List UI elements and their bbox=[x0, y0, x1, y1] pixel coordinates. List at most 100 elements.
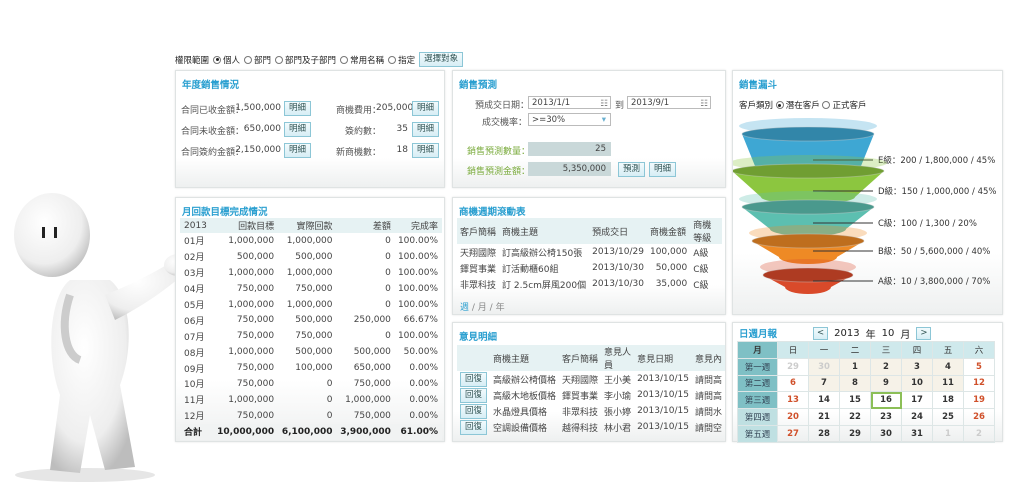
day-cell[interactable]: 20 bbox=[777, 408, 809, 426]
total-row: 合計 10,000,000 6,100,000 3,900,000 61.00% bbox=[180, 423, 442, 440]
day-cell[interactable]: 2 bbox=[870, 357, 902, 376]
table-cell: 0 bbox=[385, 283, 391, 294]
day-cell[interactable]: 10 bbox=[901, 374, 933, 393]
day-cell[interactable]: 18 bbox=[932, 391, 964, 410]
day-cell[interactable]: 12 bbox=[963, 374, 995, 393]
detail-button[interactable]: 明細 bbox=[284, 101, 312, 116]
week-label[interactable]: 第五週 bbox=[737, 424, 778, 443]
day-cell[interactable]: 23 bbox=[870, 408, 902, 426]
total-cell: 合計 bbox=[180, 423, 213, 440]
day-cell[interactable]: 21 bbox=[808, 408, 840, 426]
day-cell[interactable]: 25 bbox=[932, 408, 964, 426]
amount-label: 銷售預測金額： bbox=[467, 167, 531, 177]
day-cell[interactable]: 13 bbox=[777, 391, 809, 410]
day-cell[interactable]: 28 bbox=[808, 424, 840, 443]
tab-year[interactable]: 年 bbox=[495, 303, 505, 313]
table-cell: 100.00% bbox=[397, 331, 438, 342]
day-cell[interactable]: 7 bbox=[808, 374, 840, 393]
table-cell: 10月 bbox=[184, 380, 205, 391]
monthly-table: 2013 回款目標 實際回款 差額 完成率 01月 1,000,000 1,000,000 0 1… bbox=[180, 218, 442, 440]
day-cell[interactable]: 27 bbox=[777, 424, 809, 443]
table-cell: 750,000 bbox=[295, 331, 333, 342]
detail-button[interactable]: 明細 bbox=[284, 143, 312, 158]
tab-week[interactable]: 週 bbox=[460, 303, 470, 313]
day-cell[interactable]: 2 bbox=[963, 424, 995, 443]
week-label[interactable]: 第四週 bbox=[737, 408, 778, 426]
column-header: 2013 bbox=[180, 218, 213, 233]
detail-button[interactable]: 明細 bbox=[412, 122, 440, 137]
scope-option-common[interactable]: 常用名稱 bbox=[340, 54, 384, 66]
opinion-table: 商機主題 客戶簡稱 意見人員 意見日期 意見內 回復 高級辦公椅價格 天翔國際 王小美 2013/… bbox=[457, 345, 725, 435]
day-cell[interactable]: 22 bbox=[839, 408, 871, 426]
detail-button[interactable]: 明細 bbox=[649, 162, 677, 177]
day-cell[interactable]: 17 bbox=[901, 391, 933, 410]
reply-button[interactable]: 回復 bbox=[460, 387, 488, 403]
day-cell[interactable]: 8 bbox=[839, 374, 871, 393]
detail-button[interactable]: 明細 bbox=[284, 122, 312, 137]
table-cell: 2013/10/15 bbox=[637, 406, 689, 416]
table-row: 06月 750,000 500,000 250,000 66.67% bbox=[180, 312, 442, 328]
week-label[interactable]: 第三週 bbox=[737, 391, 778, 410]
date-to-input[interactable]: 2013/9/1 ☷ bbox=[627, 96, 711, 109]
table-cell: 500,000 bbox=[353, 347, 391, 358]
day-cell[interactable]: 26 bbox=[963, 408, 995, 426]
predict-button[interactable]: 預測 bbox=[618, 162, 646, 177]
scope-option-personal[interactable]: 個人 bbox=[213, 54, 240, 66]
scope-option-specify[interactable]: 指定 bbox=[388, 54, 415, 66]
weekday-header-row: 月日一二三四五六 bbox=[737, 341, 995, 359]
day-cell[interactable]: 16 bbox=[870, 391, 902, 410]
reply-button[interactable]: 回復 bbox=[460, 371, 488, 387]
day-cell[interactable]: 9 bbox=[870, 374, 902, 393]
week-row: 第一週 29 30 1 2 3 4 5 bbox=[737, 357, 995, 376]
day-cell[interactable]: 6 bbox=[777, 374, 809, 393]
day-cell[interactable]: 1 bbox=[932, 424, 964, 443]
table-row[interactable]: 天翔國際 訂高級辦公椅150張 2013/10/29 100,000 A級 bbox=[457, 244, 722, 260]
day-cell[interactable]: 11 bbox=[932, 374, 964, 393]
day-cell[interactable]: 1 bbox=[839, 357, 871, 376]
table-cell: 04月 bbox=[184, 285, 205, 296]
day-cell[interactable]: 29 bbox=[839, 424, 871, 443]
day-cell[interactable]: 24 bbox=[901, 408, 933, 426]
reply-button[interactable]: 回復 bbox=[460, 419, 488, 435]
day-cell[interactable]: 19 bbox=[963, 391, 995, 410]
scope-filter: 權限範圍 個人 部門 部門及子部門 常用名稱 指定 選擇對象 bbox=[175, 52, 464, 67]
next-month-button[interactable]: > bbox=[916, 327, 932, 340]
table-cell: 1,000,000 bbox=[228, 347, 275, 358]
option-potential[interactable]: 潛在客戶 bbox=[775, 101, 820, 111]
detail-button[interactable]: 明細 bbox=[412, 143, 440, 158]
day-cell[interactable]: 15 bbox=[839, 391, 871, 410]
calendar-grid: 月日一二三四五六第一週 29 30 1 2 3 4 5 第二週 6 7 8 9 10 11 12 第三週 13 14… bbox=[737, 341, 995, 443]
detail-button[interactable]: 明細 bbox=[412, 101, 440, 116]
table-cell: 鐸貿事業 bbox=[562, 391, 599, 402]
calendar-panel: 日週月報 < 2013 年 10 月 > 月日一二三四五六第一週 29 30 1 2 3 4 5 第二… bbox=[732, 322, 1003, 443]
table-cell: 李小瑜 bbox=[604, 391, 632, 402]
opportunity-cycle-panel: 商機週期滾動表 客戶簡稱 商機主題 預成交日 商機金額 商機等級 天翔國際 訂高級辦公椅15… bbox=[452, 197, 726, 315]
scope-option-dept-sub[interactable]: 部門及子部門 bbox=[275, 54, 336, 66]
table-row[interactable]: 鐸貿事業 訂活動櫃60組 2013/10/30 50,000 C級 bbox=[457, 260, 722, 276]
day-cell[interactable]: 14 bbox=[808, 391, 840, 410]
day-cell[interactable]: 29 bbox=[777, 357, 809, 376]
tab-month[interactable]: 月 bbox=[477, 303, 487, 313]
calendar-icon[interactable]: ☷ bbox=[700, 99, 708, 109]
table-row[interactable]: 非眾科技訂 2.5cm屏風200個 2013/10/30 35,000 C級 bbox=[457, 276, 722, 292]
day-cell[interactable]: 4 bbox=[932, 357, 964, 376]
chevron-down-icon: ▾ bbox=[601, 115, 606, 125]
day-cell[interactable]: 3 bbox=[901, 357, 933, 376]
date-from-input[interactable]: 2013/1/1 ☷ bbox=[528, 96, 611, 109]
week-label[interactable]: 第二週 bbox=[737, 374, 778, 393]
week-label[interactable]: 第一週 bbox=[737, 357, 778, 376]
option-formal[interactable]: 正式客戶 bbox=[822, 101, 866, 111]
day-cell[interactable]: 31 bbox=[901, 424, 933, 443]
table-cell: 0.00% bbox=[409, 363, 438, 374]
select-target-button[interactable]: 選擇對象 bbox=[419, 52, 464, 67]
prev-month-button[interactable]: < bbox=[813, 327, 829, 340]
day-cell[interactable]: 5 bbox=[963, 357, 995, 376]
rate-select[interactable]: >=30% ▾ bbox=[528, 113, 611, 126]
day-cell[interactable]: 30 bbox=[808, 357, 840, 376]
calendar-icon[interactable]: ☷ bbox=[600, 99, 608, 109]
scope-option-dept[interactable]: 部門 bbox=[244, 54, 271, 66]
day-cell[interactable]: 30 bbox=[870, 424, 902, 443]
funnel-segment bbox=[742, 207, 874, 236]
reply-button[interactable]: 回復 bbox=[460, 403, 488, 419]
table-cell: 750,000 bbox=[295, 283, 333, 294]
